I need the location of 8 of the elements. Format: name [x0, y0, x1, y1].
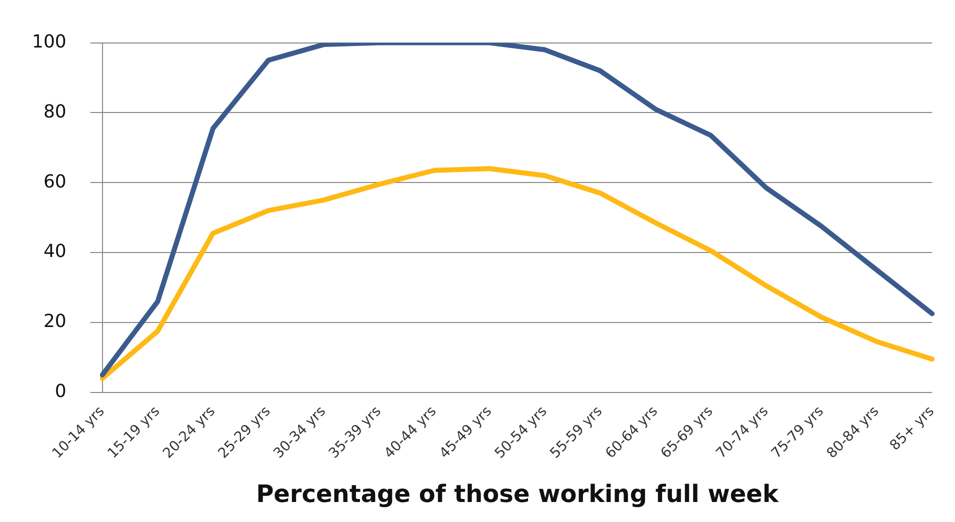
y-tick-label: 40	[43, 241, 66, 262]
y-tick-label: 0	[54, 380, 66, 402]
x-tick-label: 85+ yrs	[887, 403, 938, 454]
y-tick-label: 100	[32, 31, 66, 52]
y-tick-label: 60	[43, 171, 66, 192]
x-axis-title: Percentage of those working full week	[256, 480, 780, 508]
y-tick-label: 80	[43, 101, 66, 122]
y-tick-label: 20	[43, 311, 66, 332]
